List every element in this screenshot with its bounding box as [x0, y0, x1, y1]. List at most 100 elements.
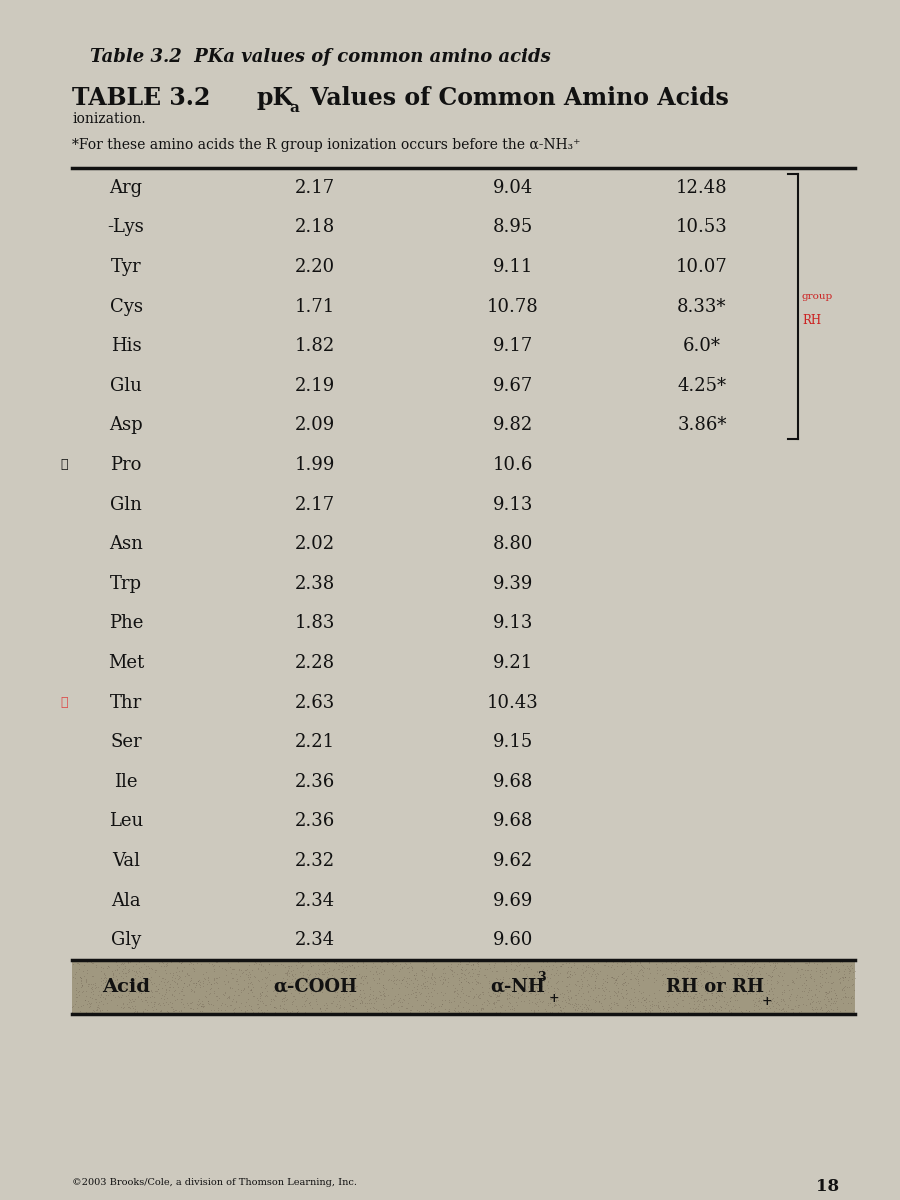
Point — [372, 211, 386, 230]
Point — [488, 184, 502, 203]
Point — [683, 210, 698, 229]
Point — [520, 212, 535, 232]
Point — [499, 224, 513, 244]
Point — [328, 193, 343, 212]
Point — [310, 226, 325, 245]
Point — [166, 180, 180, 199]
Point — [757, 206, 771, 226]
Point — [747, 212, 761, 232]
Point — [484, 220, 499, 239]
Point — [122, 192, 136, 211]
Point — [286, 209, 301, 228]
Point — [375, 205, 390, 224]
Point — [300, 193, 314, 212]
Point — [345, 203, 359, 222]
Point — [176, 208, 191, 227]
Point — [279, 217, 293, 236]
Point — [628, 212, 643, 232]
Point — [422, 194, 436, 214]
Point — [69, 218, 84, 238]
Point — [423, 184, 437, 203]
Point — [403, 224, 418, 244]
Point — [320, 214, 334, 233]
Text: Asp: Asp — [109, 416, 143, 434]
Point — [500, 196, 514, 215]
Point — [697, 218, 711, 238]
Point — [559, 188, 573, 208]
Point — [809, 178, 824, 197]
Point — [408, 211, 422, 230]
Point — [218, 187, 232, 206]
Point — [402, 192, 417, 211]
Point — [668, 203, 682, 222]
Point — [152, 176, 166, 196]
Point — [821, 198, 835, 217]
Point — [634, 198, 648, 217]
Point — [184, 210, 198, 229]
Point — [586, 222, 600, 241]
Point — [95, 199, 110, 218]
Point — [136, 217, 150, 236]
Point — [825, 187, 840, 206]
Point — [724, 206, 739, 226]
Point — [753, 217, 768, 236]
Point — [132, 198, 147, 217]
Point — [89, 188, 104, 208]
Point — [221, 192, 236, 211]
Point — [596, 178, 610, 197]
Point — [496, 212, 510, 232]
Point — [824, 208, 838, 227]
Point — [611, 192, 625, 211]
Point — [442, 181, 456, 200]
Point — [284, 186, 299, 205]
Point — [392, 188, 407, 208]
Point — [85, 228, 99, 247]
Point — [637, 223, 652, 242]
Point — [605, 214, 619, 233]
Point — [785, 181, 799, 200]
Point — [598, 226, 612, 245]
Point — [601, 185, 616, 204]
Point — [521, 204, 535, 223]
Point — [410, 210, 424, 229]
Point — [271, 202, 285, 221]
Point — [536, 212, 550, 232]
Point — [762, 199, 777, 218]
Point — [520, 223, 535, 242]
Text: 1.71: 1.71 — [295, 298, 335, 316]
Point — [428, 212, 442, 232]
Point — [606, 212, 620, 232]
Point — [471, 208, 485, 227]
Point — [670, 186, 685, 205]
Point — [622, 191, 636, 210]
Point — [282, 222, 296, 241]
Point — [105, 215, 120, 234]
Point — [267, 203, 282, 222]
Point — [247, 179, 261, 198]
Point — [356, 228, 370, 247]
Point — [615, 228, 629, 247]
Point — [91, 203, 105, 222]
Point — [276, 190, 291, 209]
Point — [718, 186, 733, 205]
Point — [529, 203, 544, 222]
Point — [309, 190, 323, 209]
Point — [228, 199, 242, 218]
Point — [363, 196, 377, 215]
Point — [807, 196, 822, 215]
Point — [697, 212, 711, 232]
Point — [810, 230, 824, 250]
Point — [540, 229, 554, 248]
Point — [347, 203, 362, 222]
Point — [273, 185, 287, 204]
Point — [729, 196, 743, 215]
Point — [225, 203, 239, 222]
Point — [255, 198, 269, 217]
Point — [824, 220, 838, 239]
Point — [248, 228, 262, 247]
Point — [94, 180, 109, 199]
Point — [104, 204, 119, 223]
Point — [370, 223, 384, 242]
Point — [464, 215, 479, 234]
Point — [417, 218, 431, 238]
